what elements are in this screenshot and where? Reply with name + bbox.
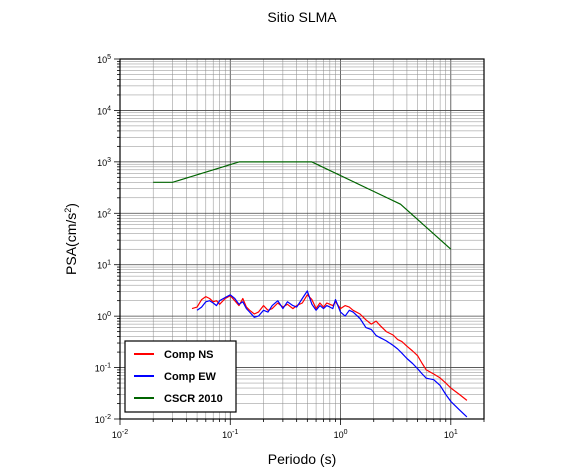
x-tick-label: 10-2 <box>112 429 128 440</box>
series-layer <box>153 161 468 418</box>
y-axis-title: PSA(cm/s2) <box>63 203 79 275</box>
series-line-cscr-2010 <box>153 161 452 250</box>
y-tick-label: 103 <box>97 157 111 168</box>
plot-frame <box>119 58 485 420</box>
x-tick-labels: 10-2 10-1 100 101 <box>112 429 458 440</box>
x-tick-label: 10-1 <box>222 429 238 440</box>
legend-label: Comp EW <box>164 371 217 383</box>
legend-label: Comp NS <box>164 349 214 361</box>
y-tick-label: 102 <box>97 208 111 219</box>
legend: Comp NS Comp EW CSCR 2010 <box>124 340 237 413</box>
chart-title: Sitio SLMA <box>267 9 337 25</box>
y-tick-label: 101 <box>97 260 111 271</box>
y-tick-label: 10-1 <box>95 363 111 374</box>
series-line-comp-ns <box>191 294 468 401</box>
x-tick-label: 101 <box>444 429 458 440</box>
y-tick-labels: 10-2 10-1 100 101 102 103 104 105 <box>95 54 111 425</box>
y-tick-label: 100 <box>97 311 111 322</box>
legend-label: CSCR 2010 <box>164 393 223 405</box>
series-line-comp-ew <box>196 290 468 418</box>
y-tick-label: 105 <box>97 54 111 65</box>
y-tick-label: 104 <box>97 105 111 116</box>
y-tick-label: 10-2 <box>95 414 111 425</box>
x-axis-title: Periodo (s) <box>268 451 336 467</box>
x-tick-label: 100 <box>334 429 348 440</box>
